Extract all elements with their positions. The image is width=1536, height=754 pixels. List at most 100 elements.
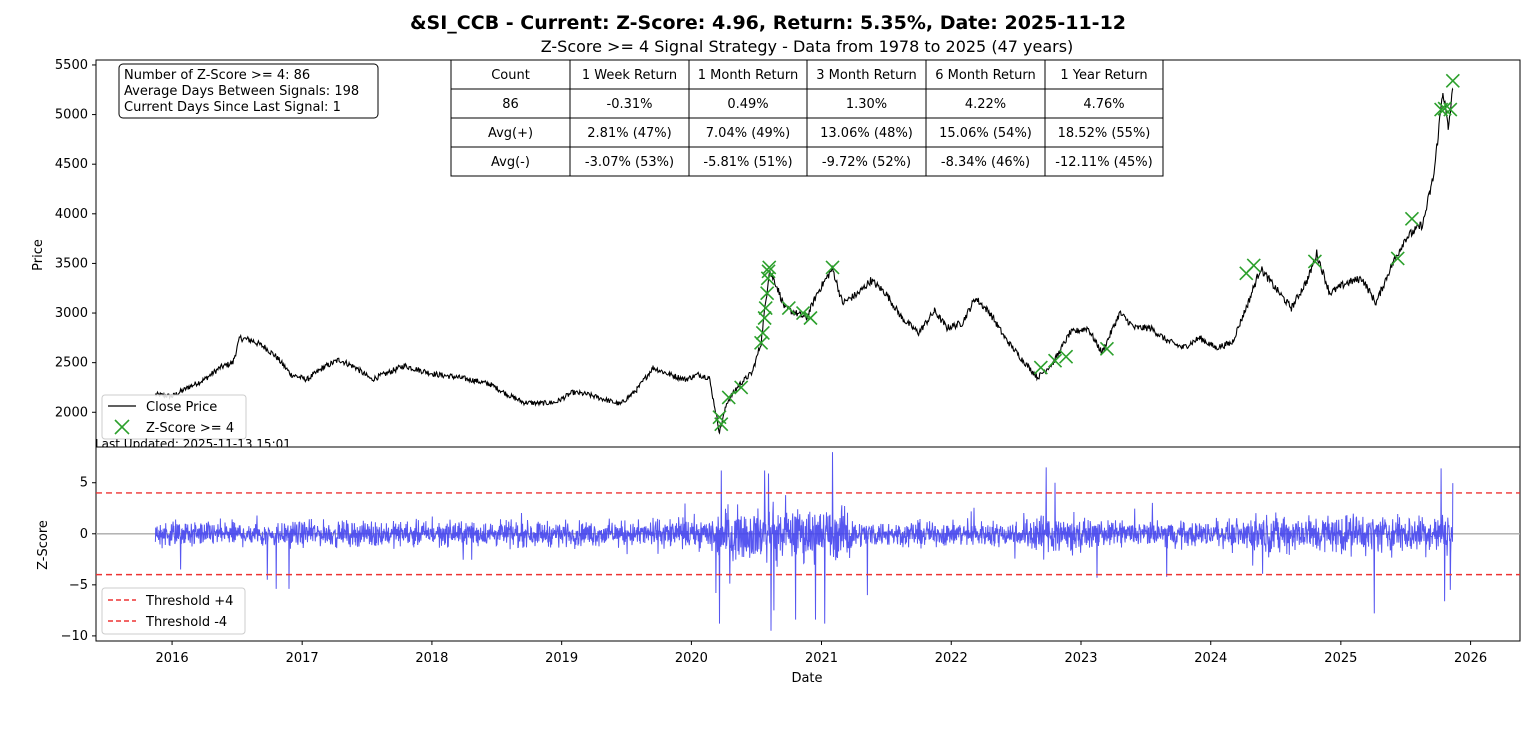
zscore-y-tick-label: −10 [61, 629, 88, 644]
price-y-axis-label: Price [31, 239, 46, 271]
table-cell-frame [1044, 146, 1164, 177]
table-cell: Avg(+) [488, 126, 533, 141]
table-cell: Avg(-) [491, 155, 530, 170]
signal-marker [1246, 258, 1261, 273]
x-tick-label: 2017 [286, 651, 319, 666]
table-cell-frame [569, 117, 690, 148]
x-tick-label: 2021 [805, 651, 838, 666]
zscore-line [154, 452, 1454, 631]
table-header-cell: 3 Month Return [816, 68, 916, 83]
table-header-cell: 6 Month Return [935, 68, 1035, 83]
price-y-tick-label: 2000 [55, 405, 88, 420]
zscore-y-tick-label: 0 [80, 527, 88, 542]
table-header-cell: 1 Week Return [582, 68, 677, 83]
x-tick-label: 2020 [675, 651, 708, 666]
table-cell-frame [1044, 59, 1164, 90]
table-cell-frame [1044, 88, 1164, 119]
table-cell: 1.30% [846, 97, 887, 112]
table-cell-frame [569, 146, 690, 177]
zscore-legend: Threshold +4 Threshold -4 [101, 587, 246, 635]
table-cell-frame [925, 88, 1046, 119]
table-cell-frame [688, 59, 808, 90]
table-header-cell: 1 Year Return [1060, 68, 1147, 83]
table-cell-frame [450, 146, 571, 177]
signal-marker [1033, 360, 1048, 375]
signal-marker [760, 286, 775, 301]
x-tick-label: 2024 [1194, 651, 1227, 666]
close-price-line [154, 87, 1454, 435]
price-y-tick-label: 2500 [55, 356, 88, 371]
info-line-count: Number of Z-Score >= 4: 86 [124, 68, 310, 83]
table-cell: -5.81% (51%) [703, 155, 792, 170]
table-cell-frame [450, 59, 571, 90]
x-tick-label: 2016 [156, 651, 189, 666]
signal-marker [1404, 211, 1420, 226]
price-y-tick-label: 3000 [55, 306, 88, 321]
table-cell-frame [925, 146, 1046, 177]
table-cell: 4.76% [1083, 97, 1124, 112]
chart-title: &SI_CCB - Current: Z-Score: 4.96, Return… [410, 12, 1126, 34]
signal-marker [795, 305, 811, 321]
price-legend-frame [101, 394, 247, 440]
signal-marker [825, 260, 840, 275]
legend-close-price: Close Price [146, 400, 217, 415]
legend-threshold-minus: Threshold -4 [145, 615, 227, 630]
signal-marker [1437, 101, 1452, 116]
price-panel: 2000 2500 3000 3500 4000 4500 5000 5500 Price N… [31, 58, 1521, 451]
info-box-frame [118, 63, 379, 119]
signal-marker [1445, 73, 1460, 88]
signal-markers [712, 73, 1460, 432]
signal-marker [1099, 341, 1115, 356]
table-cell: 7.04% (49%) [706, 126, 790, 141]
info-line-average: Average Days Between Signals: 198 [124, 84, 359, 99]
table-cell-frame [806, 59, 927, 90]
price-y-tick-label: 4000 [55, 207, 88, 222]
price-y-tick-label: 5000 [55, 108, 88, 123]
x-tick-label: 2023 [1064, 651, 1097, 666]
chart-subtitle: Z-Score >= 4 Signal Strategy - Data from… [541, 37, 1074, 56]
table-cell-frame [1044, 117, 1164, 148]
zscore-legend-frame [101, 587, 246, 635]
signal-marker [758, 301, 773, 316]
signal-marker [761, 264, 776, 279]
signal-marker [1059, 349, 1074, 364]
table-cell: -9.72% (52%) [822, 155, 911, 170]
price-y-tick-label: 4500 [55, 157, 88, 172]
zscore-y-tick-label: 5 [80, 476, 88, 491]
zscore-panel: −10 −5 0 5 Z-Score 2016 2017 2018 2019 2020 2021… [36, 446, 1521, 686]
table-cell-frame [806, 88, 927, 119]
table-cell: 18.52% (55%) [1058, 126, 1151, 141]
table-cell-frame [925, 59, 1046, 90]
legend-signal: Z-Score >= 4 [146, 421, 234, 436]
zscore-y-ticks: −10 −5 0 5 [61, 476, 96, 644]
table-header-cell: 1 Month Return [698, 68, 798, 83]
signal-marker [714, 417, 729, 432]
signal-marker [755, 325, 770, 340]
legend-threshold-plus: Threshold +4 [145, 594, 233, 609]
legend-signal-swatch [114, 419, 130, 435]
x-tick-label: 2026 [1454, 651, 1487, 666]
signal-marker [1390, 251, 1405, 266]
table-cell: 4.22% [965, 97, 1006, 112]
x-tick-label: 2025 [1324, 651, 1357, 666]
price-y-tick-label: 3500 [55, 256, 88, 271]
price-legend: Close Price Z-Score >= 4 [101, 394, 247, 440]
info-line-days-since: Current Days Since Last Signal: 1 [124, 100, 341, 115]
table-cell: 86 [502, 97, 519, 112]
zscore-plot-area [96, 452, 1520, 631]
table-header-cell: Count [491, 68, 530, 83]
table-cell: 15.06% (54%) [939, 126, 1032, 141]
signal-marker [1047, 353, 1063, 368]
signal-marker [721, 390, 736, 405]
table-cell: -0.31% [607, 97, 653, 112]
signal-marker [781, 301, 796, 316]
table-cell: 2.81% (47%) [587, 126, 671, 141]
x-tick-label: 2022 [935, 651, 968, 666]
zscore-y-axis-label: Z-Score [36, 520, 51, 570]
returns-table: Count 1 Week Return 1 Month Return 3 Month … [450, 59, 1164, 177]
signal-marker [1307, 254, 1322, 269]
x-tick-label: 2019 [545, 651, 578, 666]
table-cell-frame [569, 59, 690, 90]
table-cell: 0.49% [727, 97, 768, 112]
